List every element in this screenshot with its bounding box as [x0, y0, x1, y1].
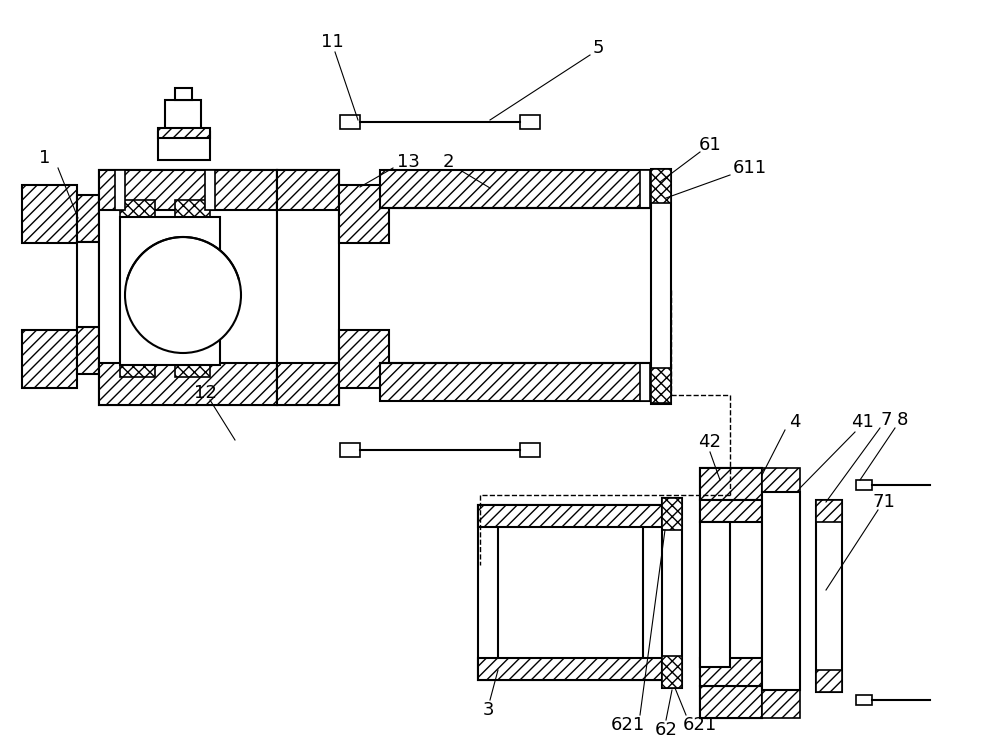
Bar	[120, 217, 220, 365]
Text: 611: 611	[733, 159, 767, 177]
Bar	[175, 88, 192, 100]
Bar	[700, 468, 762, 500]
Polygon shape	[662, 498, 682, 530]
Text: 2: 2	[442, 153, 454, 171]
Polygon shape	[762, 690, 800, 718]
Bar	[99, 363, 277, 405]
Text: 71: 71	[873, 493, 895, 511]
Bar	[277, 363, 339, 405]
Bar	[498, 522, 643, 663]
Text: 62: 62	[655, 721, 677, 739]
Bar	[22, 330, 77, 388]
Bar	[700, 468, 762, 718]
Text: 5: 5	[592, 39, 604, 57]
Bar	[700, 522, 730, 667]
Bar	[700, 686, 762, 718]
Text: 11: 11	[321, 33, 343, 51]
Text: 42: 42	[698, 433, 722, 451]
Polygon shape	[640, 170, 650, 208]
Bar	[520, 443, 540, 457]
Bar	[340, 115, 360, 129]
Bar	[816, 670, 842, 692]
Text: 621: 621	[683, 716, 717, 734]
Bar	[700, 500, 762, 522]
Bar	[339, 185, 389, 243]
Bar	[158, 132, 210, 160]
Bar	[662, 498, 682, 688]
Bar	[816, 500, 842, 522]
Bar	[77, 327, 99, 374]
Text: 8: 8	[896, 411, 908, 429]
Text: 4: 4	[789, 413, 801, 431]
Bar	[478, 658, 663, 680]
Bar	[856, 480, 872, 490]
Text: 61: 61	[699, 136, 721, 154]
Bar	[380, 170, 650, 208]
Bar	[380, 363, 650, 401]
Polygon shape	[640, 363, 650, 401]
Bar	[340, 443, 360, 457]
Polygon shape	[120, 200, 155, 217]
Polygon shape	[762, 468, 800, 492]
Bar	[478, 505, 663, 527]
Text: 3: 3	[482, 701, 494, 719]
Polygon shape	[662, 656, 682, 688]
Polygon shape	[120, 360, 155, 377]
Text: 621: 621	[611, 716, 645, 734]
Bar	[99, 170, 277, 405]
Circle shape	[125, 237, 241, 353]
Polygon shape	[175, 200, 210, 217]
Text: 1: 1	[39, 149, 51, 167]
Text: 7: 7	[880, 411, 892, 429]
Bar	[77, 195, 99, 242]
Bar	[651, 169, 671, 404]
Bar	[478, 505, 663, 680]
Text: 41: 41	[851, 413, 873, 431]
Bar	[277, 170, 339, 405]
Polygon shape	[651, 368, 671, 403]
Bar	[99, 170, 277, 210]
Polygon shape	[651, 169, 671, 203]
Bar	[22, 185, 77, 243]
Bar	[816, 500, 842, 692]
Polygon shape	[115, 170, 125, 210]
Text: 13: 13	[397, 153, 419, 171]
Bar	[158, 128, 210, 138]
Bar	[277, 170, 339, 210]
Bar	[762, 492, 800, 690]
Bar	[520, 115, 540, 129]
Text: 12: 12	[194, 384, 216, 402]
Bar	[700, 658, 762, 686]
Bar	[856, 695, 872, 705]
Bar	[165, 100, 201, 132]
Bar	[77, 242, 99, 327]
Polygon shape	[175, 360, 210, 377]
Polygon shape	[205, 170, 215, 210]
Bar	[339, 330, 389, 388]
